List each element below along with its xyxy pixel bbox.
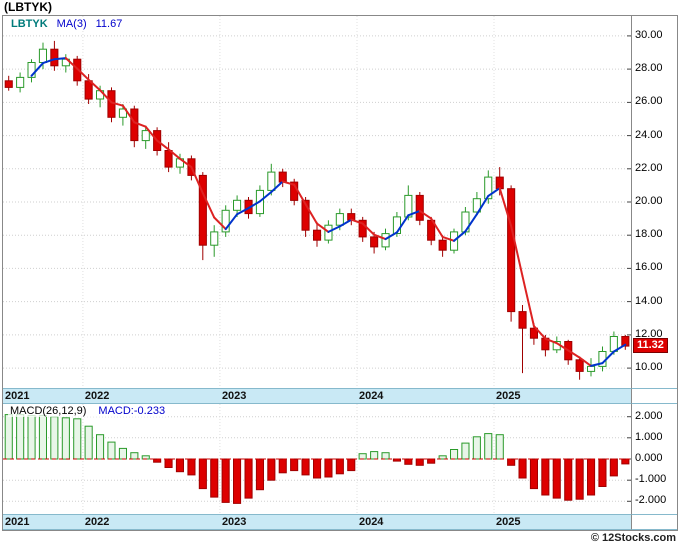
macd-value-label: MACD:-0.233	[98, 405, 166, 417]
ma-value: 11.67	[95, 18, 123, 30]
price-axis-label: 12.00	[635, 327, 663, 340]
price-axis-label: 20.00	[635, 195, 663, 207]
year-label: 2022	[84, 516, 110, 528]
date-band-lower: 2021 2022 2023 2024 2025	[3, 514, 631, 530]
date-axis-lower: 2021 2022 2023 2024 2025	[3, 514, 677, 530]
price-axis-label: 14.00	[635, 294, 663, 307]
year-label: 2023	[221, 390, 247, 402]
date-band-upper-corner	[631, 388, 677, 404]
price-axis-label: 30.00	[635, 28, 663, 41]
price-plot-area: LBTYK MA(3) 11.67	[3, 16, 631, 388]
macd-axis: 2.000 1.000 0.000 -1.000 -2.000	[631, 404, 677, 514]
ma-label: MA(3)	[56, 18, 87, 30]
date-band-upper: 2021 2022 2023 2024 2025	[3, 388, 631, 404]
macd-legend: MACD(26,12,9) MACD:-0.233	[8, 405, 168, 417]
year-label: 2021	[5, 516, 30, 528]
price-legend: LBTYK MA(3) 11.67	[9, 18, 125, 30]
price-axis-label: 16.00	[635, 261, 663, 274]
price-axis-label: 24.00	[635, 128, 663, 141]
year-label: 2023	[221, 516, 247, 528]
year-label: 2024	[358, 390, 384, 402]
date-axis-upper: 2021 2022 2023 2024 2025	[3, 388, 677, 404]
candlestick-chart-canvas	[3, 16, 631, 388]
year-label: 2021	[5, 390, 30, 402]
macd-axis-label: 0.000	[635, 452, 663, 464]
price-panel-row: LBTYK MA(3) 11.67 11.32 30.00 28.00 26.00 2…	[3, 16, 677, 388]
last-price-badge: 11.32	[633, 338, 668, 354]
year-label: 2024	[358, 516, 384, 528]
year-label: 2025	[495, 516, 521, 528]
macd-panel-row: MACD(26,12,9) MACD:-0.233 2.000 1.000 0.00…	[3, 404, 677, 514]
price-axis-label: 22.00	[635, 161, 663, 174]
chart-frame: LBTYK MA(3) 11.67 11.32 30.00 28.00 26.00 2…	[2, 15, 678, 531]
price-axis-label: 28.00	[635, 62, 663, 75]
macd-axis-label: 1.000	[635, 430, 663, 443]
macd-axis-label: -2.000	[635, 494, 667, 507]
macd-params-label: MACD(26,12,9)	[10, 405, 87, 417]
page-title: (LBTYK)	[4, 0, 52, 14]
price-axis: 11.32 30.00 28.00 26.00 24.00 22.00 20.00 18.0…	[631, 16, 677, 388]
price-axis-label: 18.00	[635, 228, 663, 241]
date-band-lower-corner	[631, 514, 677, 530]
year-label: 2022	[84, 390, 110, 402]
price-axis-label: 26.00	[635, 95, 663, 108]
macd-chart-canvas	[3, 404, 631, 514]
year-label: 2025	[495, 390, 521, 402]
macd-axis-label: 2.000	[635, 409, 663, 422]
price-axis-label: 10.00	[635, 361, 663, 374]
symbol-label: LBTYK	[11, 18, 48, 30]
copyright-label: © 12Stocks.com	[590, 532, 676, 544]
macd-plot-area: MACD(26,12,9) MACD:-0.233	[3, 404, 631, 514]
macd-axis-label: -1.000	[635, 473, 667, 486]
